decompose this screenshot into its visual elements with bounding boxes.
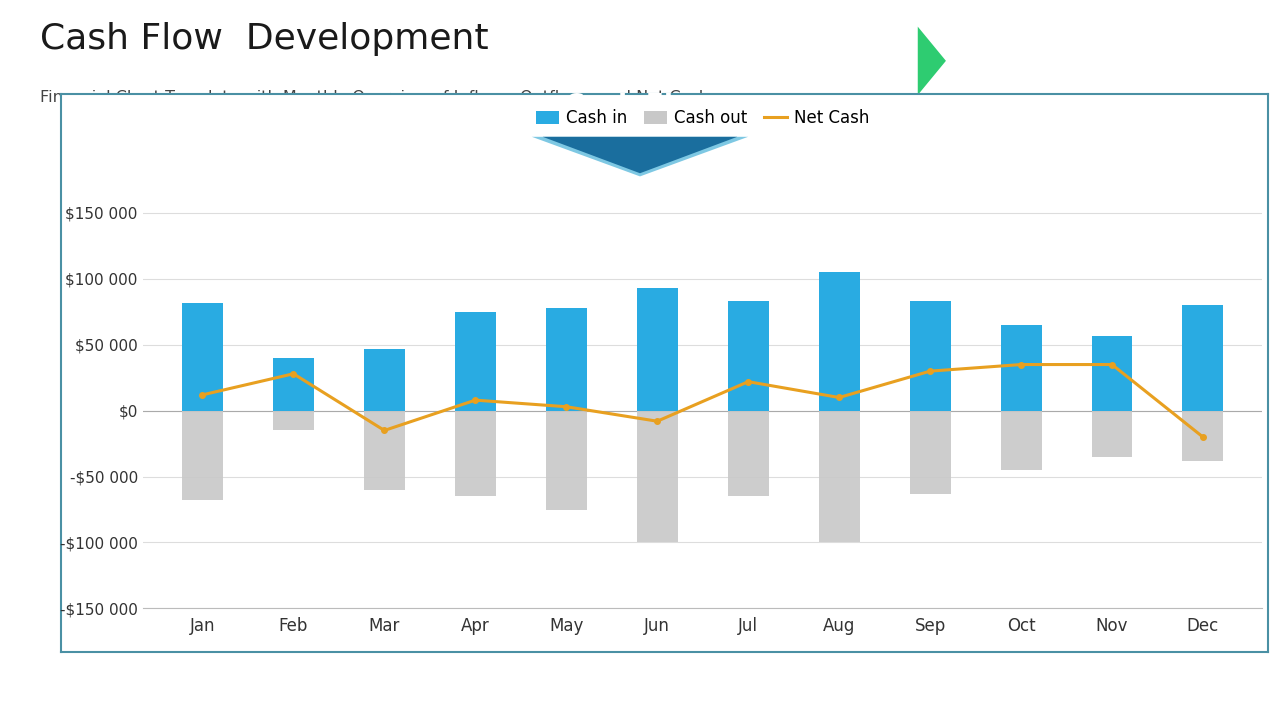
Bar (1001, 325, 1042, 410)
Bar (545, 308, 586, 410)
Bar (182, 302, 223, 410)
Bar (1001, 410, 1042, 470)
Polygon shape (543, 137, 737, 174)
Legend: Cash in, Cash out, Net Cash: Cash in, Cash out, Net Cash (530, 103, 876, 134)
Bar (454, 312, 495, 410)
Polygon shape (918, 27, 946, 95)
Bar (454, 410, 495, 496)
Bar (819, 272, 860, 410)
Bar (819, 410, 860, 542)
Bar (1183, 305, 1224, 410)
Bar (545, 410, 586, 510)
Bar (1092, 410, 1133, 456)
Bar (910, 410, 951, 494)
Bar (728, 301, 769, 410)
Bar (182, 410, 223, 500)
Bar (636, 410, 677, 542)
Text: Editable data chart, Excel table: Editable data chart, Excel table (970, 52, 1265, 70)
Bar (1183, 410, 1224, 461)
Bar (364, 348, 404, 410)
Bar (1092, 336, 1133, 410)
Text: Cash Flow  Development: Cash Flow Development (40, 22, 488, 56)
Text: Cash Flow: Cash Flow (564, 94, 716, 120)
Bar (364, 410, 404, 490)
Bar (636, 288, 677, 410)
Bar (273, 410, 314, 431)
Bar (728, 410, 769, 496)
Text: Financial Chart Template with Monthly Overview of Inflows, Outflows, and Net Cas: Financial Chart Template with Monthly Ov… (40, 91, 709, 105)
Bar (910, 301, 951, 410)
Polygon shape (532, 137, 748, 176)
Text: Get these slides & icons at www.infoDiagram.com: Get these slides & icons at www.infoDiag… (433, 682, 847, 700)
Bar (273, 358, 314, 410)
